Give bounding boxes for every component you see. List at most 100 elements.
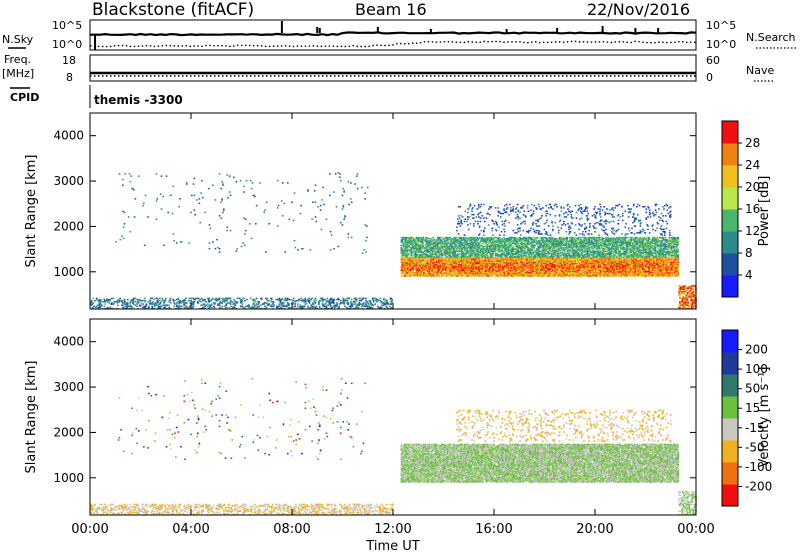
power-cell xyxy=(516,263,519,266)
power-cell xyxy=(496,260,499,262)
power-cell xyxy=(493,271,495,274)
power-cell xyxy=(322,305,324,308)
power-cell xyxy=(497,271,499,274)
power-cell xyxy=(484,268,487,270)
power-cell xyxy=(419,262,421,265)
power-cell xyxy=(280,306,282,309)
power-cell xyxy=(162,299,164,302)
power-cell xyxy=(605,262,608,265)
power-cell xyxy=(438,264,441,267)
power-cell xyxy=(488,269,491,272)
power-cell xyxy=(405,264,408,267)
freq-right-tick-top: 60 xyxy=(706,54,720,67)
power-cell xyxy=(575,269,578,272)
power-cell xyxy=(267,303,270,305)
power-cell xyxy=(451,258,454,260)
power-cell xyxy=(234,301,237,303)
power-cell xyxy=(590,257,593,259)
power-cell xyxy=(426,275,429,277)
power-cell xyxy=(424,262,427,265)
power-cell xyxy=(407,258,409,260)
power-cell xyxy=(570,271,573,274)
power-cell xyxy=(447,262,450,265)
power-cell xyxy=(504,258,506,260)
power-cell xyxy=(260,298,263,301)
power-cell xyxy=(573,262,576,265)
power-cell xyxy=(322,298,324,301)
power-cell xyxy=(498,271,500,274)
power-cell xyxy=(145,303,148,305)
power-cell xyxy=(391,299,393,302)
power-cell xyxy=(528,271,531,274)
power-cell xyxy=(332,301,334,303)
power-cell xyxy=(451,266,454,268)
power-cell xyxy=(596,263,599,266)
power-cell xyxy=(335,302,338,304)
power-cell xyxy=(329,302,332,304)
power-cell xyxy=(572,262,574,265)
power-cell xyxy=(143,299,145,302)
power-cell xyxy=(337,297,340,300)
power-cell xyxy=(494,272,496,275)
power-cell xyxy=(409,263,412,266)
cpid-panel: CPID themis -3300 xyxy=(10,85,183,108)
power-cell xyxy=(604,274,606,276)
power-cell xyxy=(603,258,606,260)
power-cell xyxy=(565,259,568,261)
power-cell xyxy=(499,269,502,272)
power-cell xyxy=(541,264,543,267)
power-cell xyxy=(537,264,540,267)
power-cell xyxy=(189,297,191,300)
power-cell xyxy=(540,268,542,270)
power-cell xyxy=(476,257,478,259)
power-cell xyxy=(466,270,468,273)
power-cell xyxy=(424,263,427,266)
power-cell xyxy=(578,259,580,261)
power-cell xyxy=(504,262,506,265)
power-cell xyxy=(366,304,368,306)
power-cell xyxy=(462,270,465,273)
power-cell xyxy=(610,264,612,267)
power-cell xyxy=(613,268,616,270)
power-cell xyxy=(531,259,533,261)
power-cell xyxy=(464,271,467,274)
power-cell xyxy=(528,261,531,264)
power-cell xyxy=(563,262,566,265)
power-cell xyxy=(95,297,98,300)
power-cell xyxy=(432,275,435,277)
power-cell xyxy=(525,260,528,262)
power-cell xyxy=(527,272,530,275)
power-cell xyxy=(444,259,446,261)
power-cell xyxy=(601,268,604,270)
power-cell xyxy=(501,264,504,267)
power-cell xyxy=(444,264,446,267)
power-cell xyxy=(318,303,320,305)
power-cell xyxy=(531,268,533,270)
power-cell xyxy=(510,267,513,269)
power-cell xyxy=(514,271,516,274)
power-cell xyxy=(477,260,479,262)
power-cell xyxy=(529,259,531,261)
power-cell xyxy=(601,258,604,260)
power-cell xyxy=(602,261,605,264)
power-cell xyxy=(579,275,582,277)
power-cell xyxy=(537,272,540,275)
power-cell xyxy=(493,260,495,262)
power-cell xyxy=(105,299,107,302)
power-cell xyxy=(243,306,245,309)
power-cell xyxy=(544,270,547,273)
power-cell xyxy=(417,262,420,265)
power-cell xyxy=(577,263,579,266)
power-cell xyxy=(488,262,490,265)
power-cell xyxy=(530,261,532,264)
power-cell xyxy=(442,275,445,277)
power-cell xyxy=(549,262,552,265)
power-cell xyxy=(518,264,521,267)
power-cell xyxy=(574,261,577,264)
power-cell xyxy=(582,264,584,267)
power-cell xyxy=(467,269,469,272)
power-cell xyxy=(494,271,497,274)
power-cell xyxy=(465,274,467,276)
power-cell xyxy=(584,263,587,266)
power-cell xyxy=(434,270,436,273)
